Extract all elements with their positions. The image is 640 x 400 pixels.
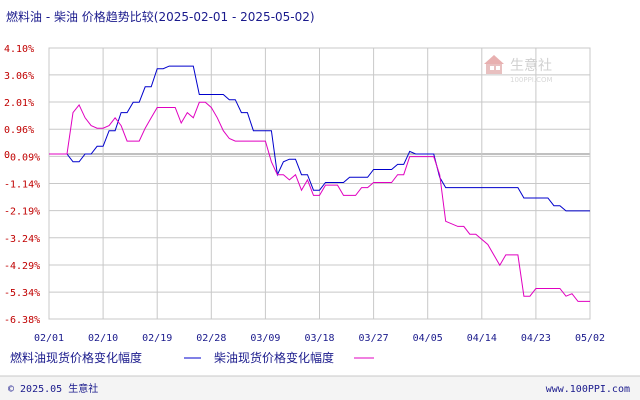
legend-label-series-1: 燃料油现货价格变化幅度	[10, 350, 142, 365]
watermark-logo: 生意社 100PPI.COM	[484, 55, 553, 84]
y-tick-label: -1.14%	[4, 180, 40, 191]
y-tick-label: 0.96%	[4, 125, 34, 136]
x-tick-label: 04/23	[521, 333, 551, 344]
footer-bar	[0, 376, 640, 400]
y-zero-label: 0	[4, 150, 10, 161]
footer-site-link[interactable]: www.100PPI.com	[546, 384, 630, 395]
y-tick-label: -4.29%	[4, 261, 40, 272]
x-tick-label: 03/18	[304, 333, 334, 344]
y-tick-label: -2.19%	[4, 207, 40, 218]
footer-copyright: © 2025.05 生意社	[8, 382, 98, 395]
x-tick-label: 05/02	[575, 333, 605, 344]
grid-lines	[48, 47, 591, 320]
x-tick-label: 03/27	[359, 333, 389, 344]
y-tick-label: -3.24%	[4, 234, 40, 245]
y-tick-label: 3.06%	[4, 71, 34, 82]
y-tick-label: -0.09%	[4, 152, 40, 163]
y-axis: 4.10% 3.06% 2.01% 0.96% -0.09% -1.14% -2.19% -3…	[4, 44, 40, 326]
legend-label-series-2: 柴油现货价格变化幅度	[214, 350, 334, 365]
x-tick-label: 04/14	[467, 333, 497, 344]
chart-title: 燃料油 - 柴油 价格趋势比较(2025-02-01 - 2025-05-02)	[6, 9, 315, 24]
series-line-2	[49, 101, 590, 302]
watermark-brand: 生意社	[510, 57, 552, 74]
y-tick-label: 2.01%	[4, 98, 34, 109]
x-tick-label: 03/09	[250, 333, 280, 344]
y-tick-label: -6.38%	[4, 315, 40, 326]
x-tick-label: 04/05	[413, 333, 443, 344]
series-lines	[49, 65, 590, 302]
watermark-url: 100PPI.COM	[510, 76, 553, 84]
x-tick-label: 02/10	[88, 333, 118, 344]
x-tick-label: 02/28	[196, 333, 226, 344]
x-tick-label: 02/01	[34, 333, 64, 344]
y-tick-label: 4.10%	[4, 44, 34, 55]
watermark-house-icon	[484, 55, 504, 74]
legend: 燃料油现货价格变化幅度 柴油现货价格变化幅度	[10, 350, 374, 365]
y-tick-label: -5.34%	[4, 288, 40, 299]
x-tick-label: 02/19	[142, 333, 172, 344]
x-axis: 02/01 02/10 02/19 02/28 03/09 03/18 03/27 04/05…	[34, 333, 605, 344]
